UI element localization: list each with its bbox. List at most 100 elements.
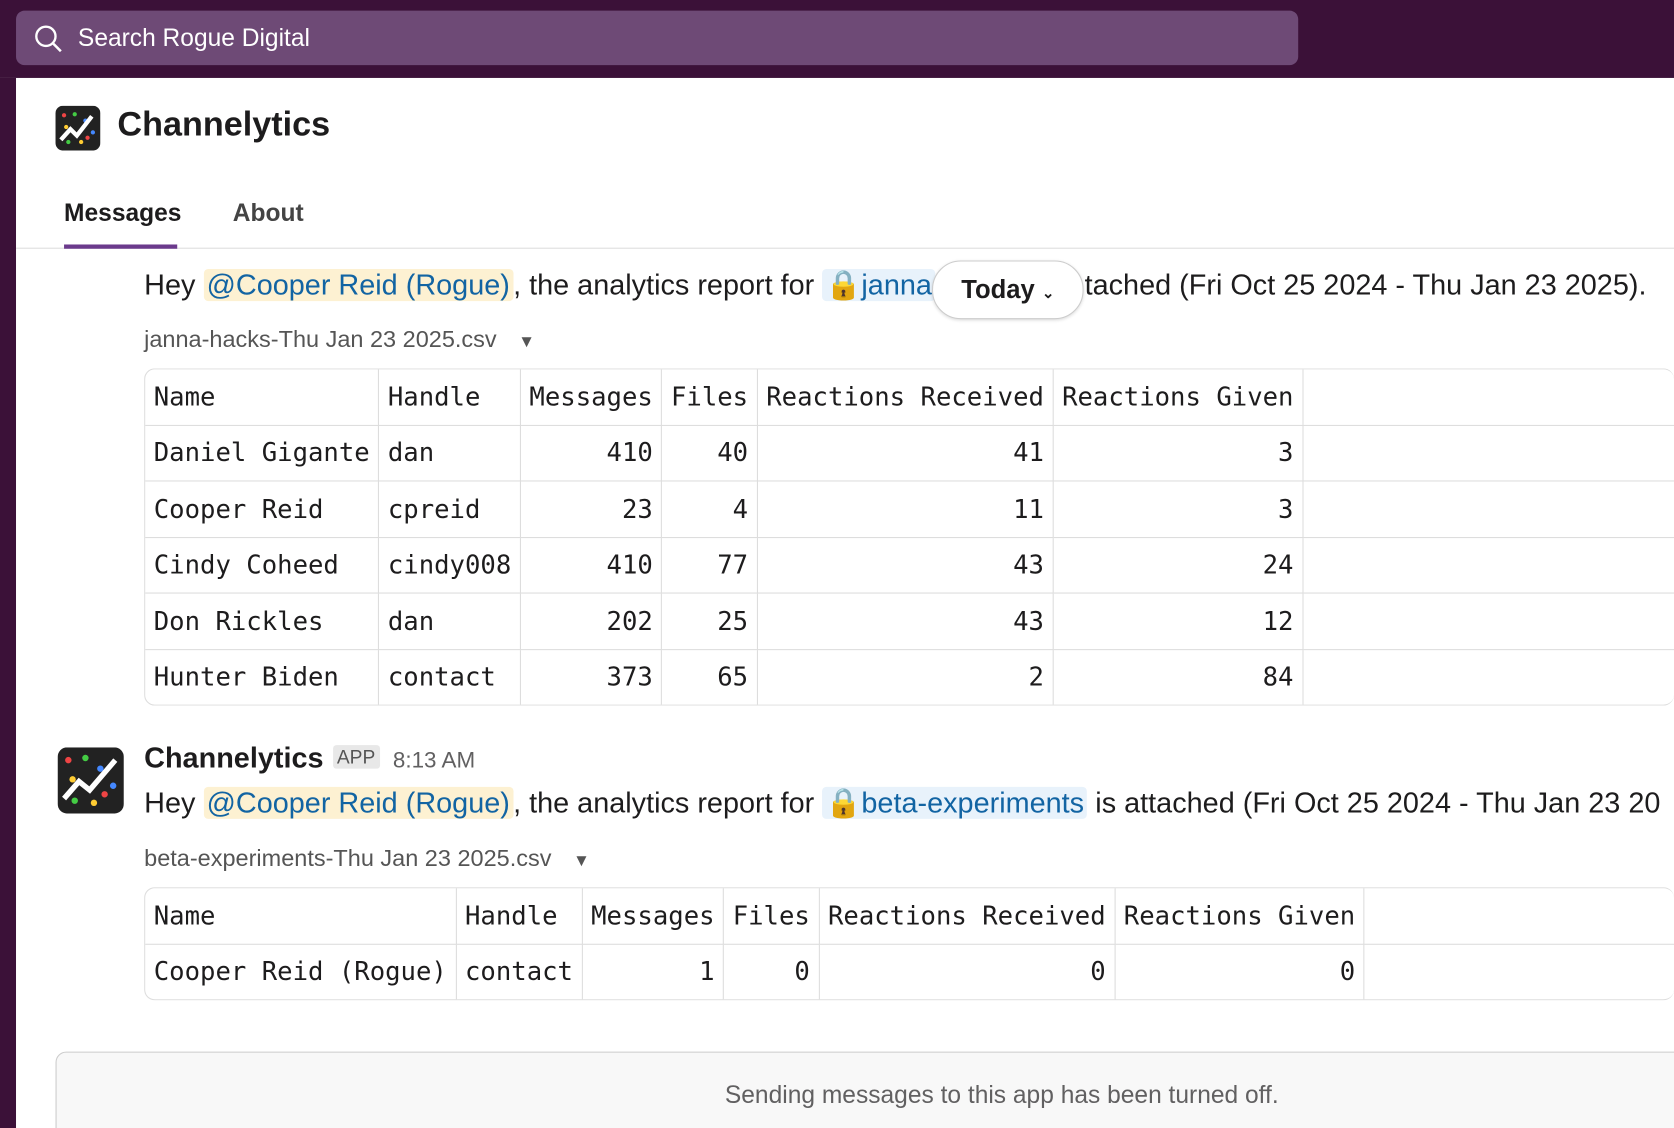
search-box[interactable]: Search Rogue Digital <box>16 10 1299 66</box>
search-placeholder: Search Rogue Digital <box>77 23 310 52</box>
csv-table: Name Handle Messages Files Reactions Receive… <box>144 368 1674 706</box>
text: Hey <box>144 786 204 819</box>
text: , the analytics report for <box>513 786 823 819</box>
sender[interactable]: Channelytics <box>144 741 324 775</box>
spacer <box>1303 538 1674 594</box>
header-cell: Name <box>145 369 380 426</box>
table-cell: 0 <box>724 944 820 1000</box>
table-cell: Cooper Reid <box>145 481 380 538</box>
table-cell: 2 <box>758 649 1054 705</box>
search-icon <box>35 25 62 53</box>
table-row: Cooper Reid (Rogue) contact 1 0 0 0 <box>145 944 1674 1000</box>
text: Hey <box>144 269 204 302</box>
table-cell: 41 <box>757 425 1054 482</box>
spacer <box>1364 888 1674 945</box>
table-cell: 77 <box>662 537 758 594</box>
date-pill[interactable]: Today ⌄ <box>932 260 1084 320</box>
tab[interactable]: About <box>232 198 304 227</box>
text: is attached (Fri Oct 25 2024 - Thu Jan 2… <box>1087 786 1661 819</box>
app-icon <box>55 105 101 151</box>
table-cell: 25 <box>662 593 758 650</box>
header-row: Name Handle Messages Files Reactions Receive… <box>145 888 1674 945</box>
caret: ▼ <box>572 851 590 871</box>
channel-name: janna <box>861 269 932 302</box>
message-header: Channelytics APP 8:13 AM <box>144 742 475 775</box>
text: tached (Fri Oct 25 2024 - Thu Jan 23 202… <box>1084 269 1647 302</box>
table-cell: 65 <box>662 649 758 705</box>
header-cell: Handle <box>379 369 521 426</box>
app-badge: APP <box>332 745 380 769</box>
table-cell: 202 <box>520 593 663 650</box>
header-row: Name Handle Messages Files Reactions Receive… <box>145 369 1674 426</box>
header-cell: Messages <box>582 888 725 945</box>
table-cell: 4 <box>662 481 758 538</box>
csv-table: Name Handle Messages Files Reactions Receive… <box>144 887 1674 1001</box>
header-cell: Handle <box>456 888 583 945</box>
tab-underline <box>64 244 178 249</box>
table-cell: Cindy Coheed <box>145 537 380 594</box>
table-cell: cpreid <box>379 481 521 538</box>
file-name[interactable]: janna-hacks-Thu Jan 23 2025.csv ▼ <box>144 326 535 354</box>
sidebar-edge <box>0 77 17 1128</box>
channel-link[interactable]: 🔒beta-experiments <box>822 786 1088 819</box>
divider <box>16 247 1674 249</box>
table-cell: dan <box>379 593 521 650</box>
table-cell: 0 <box>1115 944 1365 1000</box>
table-cell: Hunter Biden <box>145 649 380 705</box>
mention[interactable]: @Cooper Reid (Rogue) <box>203 786 514 819</box>
table-cell: 23 <box>520 481 663 538</box>
table-cell: cindy008 <box>379 537 521 594</box>
table-row: Cooper Reid cpreid 23 4 11 3 <box>145 481 1674 538</box>
table-row: Don Rickles dan 202 25 43 12 <box>145 593 1674 650</box>
table-cell: 43 <box>757 593 1054 650</box>
spacer <box>1303 425 1674 482</box>
table-row: Hunter Biden contact 373 65 2 84 <box>145 649 1674 705</box>
chevron: ⌄ <box>1041 283 1055 302</box>
header-cell: Messages <box>520 369 663 426</box>
spacer <box>1303 481 1674 538</box>
text: , the analytics report for <box>513 269 823 302</box>
avatar <box>57 747 124 814</box>
mention[interactable]: @Cooper Reid (Rogue) <box>203 269 514 302</box>
table-cell: 24 <box>1053 537 1304 594</box>
header-cell: Reactions Received <box>757 369 1054 426</box>
header-cell: Reactions Received <box>819 888 1116 945</box>
caret: ▼ <box>518 333 536 352</box>
spacer <box>1365 944 1674 999</box>
file-label: beta-experiments-Thu Jan 23 2025.csv <box>144 844 552 872</box>
header-cell: Files <box>724 888 820 945</box>
date-label: Today <box>961 275 1035 305</box>
table-cell: 12 <box>1053 593 1304 650</box>
table-cell: Don Rickles <box>145 593 380 650</box>
table-row: Cindy Coheed cindy008 410 77 43 24 <box>145 537 1674 594</box>
header-cell: Name <box>145 888 457 945</box>
table-cell: 410 <box>520 537 663 594</box>
table-cell: Cooper Reid (Rogue) <box>145 944 457 1000</box>
app-title: Channelytics <box>117 104 331 144</box>
spacer <box>1303 594 1674 650</box>
header-cell: Reactions Given <box>1115 888 1365 945</box>
table-cell: contact <box>379 649 521 705</box>
tab[interactable]: Messages <box>64 198 182 227</box>
header-cell: Reactions Given <box>1053 369 1304 426</box>
table-cell: 410 <box>520 425 663 482</box>
spacer <box>1303 369 1674 426</box>
table-cell: 373 <box>521 649 663 705</box>
spacer <box>1303 650 1674 705</box>
file-name[interactable]: beta-experiments-Thu Jan 23 2025.csv ▼ <box>144 844 590 872</box>
timestamp[interactable]: 8:13 AM <box>392 748 476 773</box>
file-label: janna-hacks-Thu Jan 23 2025.csv <box>144 325 497 353</box>
table-cell: 11 <box>757 481 1054 538</box>
table-cell: Daniel Gigante <box>145 425 380 482</box>
table-cell: 1 <box>583 944 725 1000</box>
table-cell: 40 <box>662 425 758 482</box>
table-row: Daniel Gigante dan 410 40 41 3 <box>145 425 1674 482</box>
disabled-composer: Sending messages to this app has been tu… <box>55 1051 1674 1128</box>
disabled-note: Sending messages to this app has been tu… <box>724 1080 1279 1109</box>
table-cell: dan <box>379 425 521 482</box>
message-text: Hey @Cooper Reid (Rogue), the analytics … <box>144 268 1646 302</box>
channel-link[interactable]: 🔒janna <box>822 269 936 302</box>
header-cell: Files <box>662 369 758 426</box>
